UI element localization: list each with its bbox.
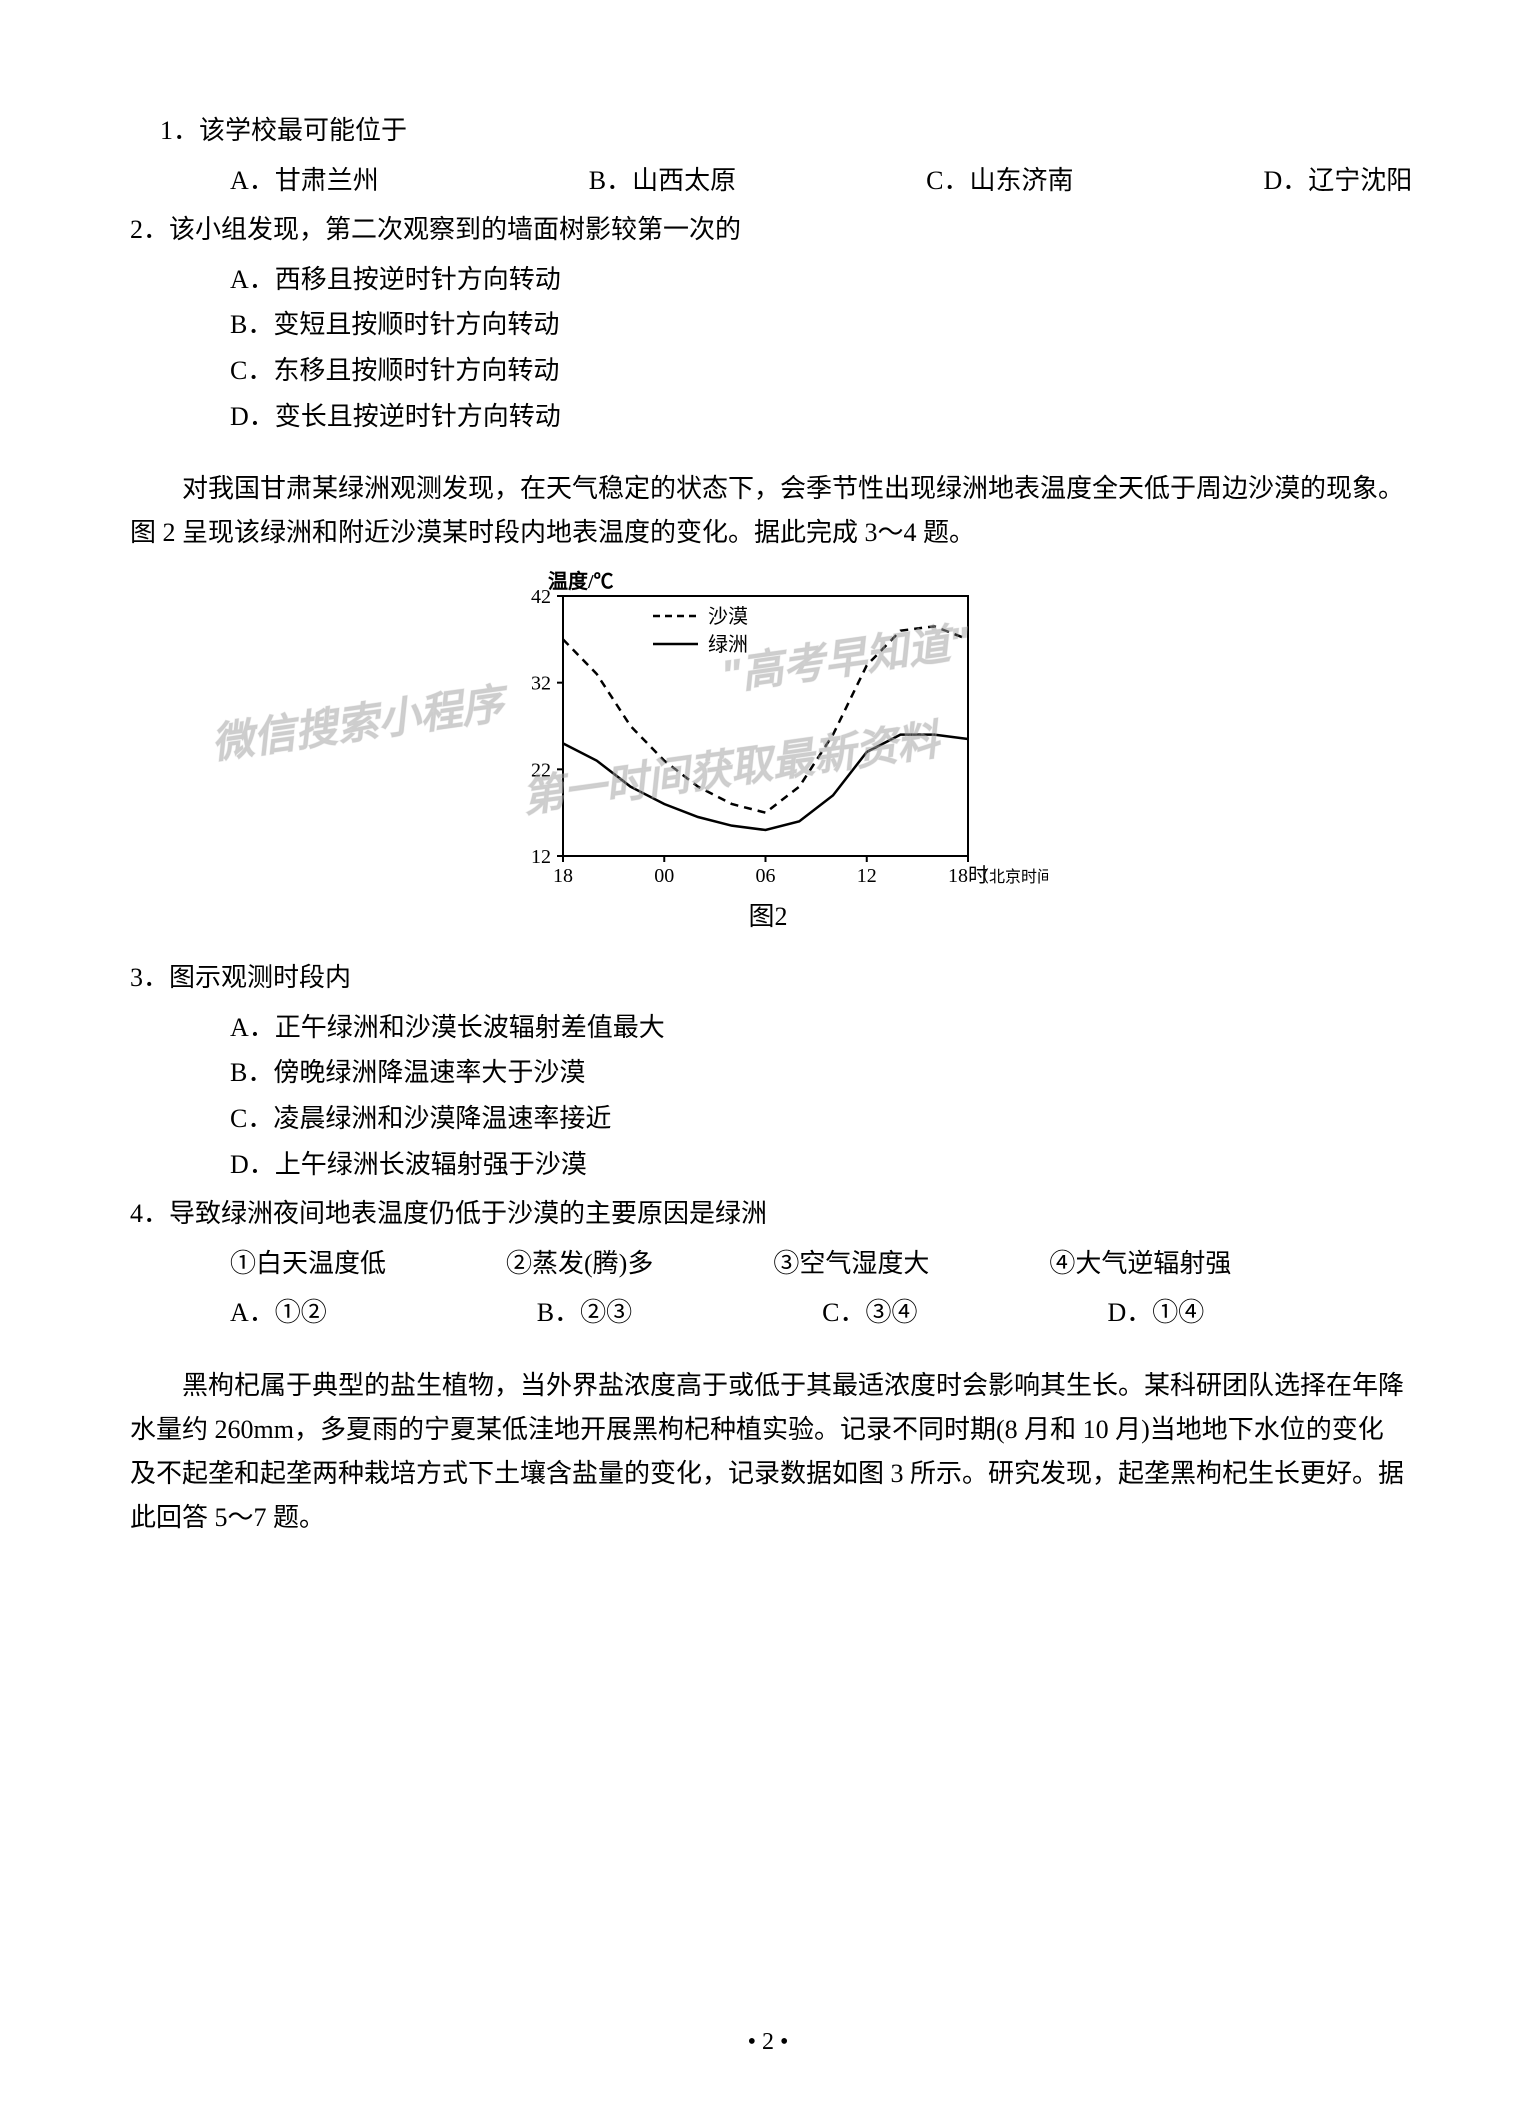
q2-opt-c: C．东移且按顺时针方向转动 [230,350,1406,392]
page-number: • 2 • [0,2029,1536,2056]
q3-options: A．正午绿洲和沙漠长波辐射差值最大 B．傍晚绿洲降温速率大于沙漠 C．凌晨绿洲和… [130,1007,1406,1185]
q2-opt-b: B．变短且按顺时针方向转动 [230,304,1406,346]
svg-text:32: 32 [531,672,551,694]
question-1: 1．该学校最可能位于 A．甘肃兰州 B．山西太原 C．山东济南 D．辽宁沈阳 [130,110,1406,201]
q4-opt-d: D．①④ [1107,1292,1204,1334]
q3-opt-c: C．凌晨绿洲和沙漠降温速率接近 [230,1098,1406,1140]
exam-page: 1．该学校最可能位于 A．甘肃兰州 B．山西太原 C．山东济南 D．辽宁沈阳 2… [0,0,1536,1631]
svg-text:12: 12 [531,846,551,868]
q3-stem: 3．图示观测时段内 [130,957,1406,999]
svg-text:12: 12 [857,865,877,887]
q4-options: A．①② B．②③ C．③④ D．①④ [130,1292,1406,1334]
q3-opt-b: B．傍晚绿洲降温速率大于沙漠 [230,1052,1406,1094]
q3-opt-a: A．正午绿洲和沙漠长波辐射差值最大 [230,1007,1406,1049]
svg-text:00: 00 [654,865,674,887]
svg-text:06: 06 [756,865,776,887]
q4-sub-1: ①白天温度低 [230,1243,386,1285]
q4-sub-4: ④大气逆辐射强 [1049,1243,1231,1285]
q1-opt-b: B．山西太原 [589,160,736,202]
svg-text:温度/℃: 温度/℃ [548,569,614,593]
q4-opt-c: C．③④ [822,1292,917,1334]
q1-opt-a: A．甘肃兰州 [230,160,379,202]
svg-text:（北京时间）: （北京时间） [973,868,1048,886]
q2-stem: 2．该小组发现，第二次观察到的墙面树影较第一次的 [130,209,1406,251]
q2-opt-a: A．西移且按逆时针方向转动 [230,259,1406,301]
q4-stem: 4．导致绿洲夜间地表温度仍低于沙漠的主要原因是绿洲 [130,1193,1406,1235]
q4-sub-3: ③空气湿度大 [773,1243,929,1285]
q2-options: A．西移且按逆时针方向转动 B．变短且按顺时针方向转动 C．东移且按顺时针方向转… [130,259,1406,437]
svg-text:沙漠: 沙漠 [708,605,748,628]
q4-opt-b: B．②③ [537,1292,632,1334]
question-4: 4．导致绿洲夜间地表温度仍低于沙漠的主要原因是绿洲 ①白天温度低 ②蒸发(腾)多… [130,1193,1406,1334]
question-2: 2．该小组发现，第二次观察到的墙面树影较第一次的 A．西移且按逆时针方向转动 B… [130,209,1406,437]
q1-opt-c: C．山东济南 [926,160,1073,202]
passage-2: 黑枸杞属于典型的盐生植物，当外界盐浓度高于或低于其最适浓度时会影响其生长。某科研… [130,1364,1406,1541]
question-3: 3．图示观测时段内 A．正午绿洲和沙漠长波辐射差值最大 B．傍晚绿洲降温速率大于… [130,957,1406,1185]
q4-sub-2: ②蒸发(腾)多 [506,1243,653,1285]
svg-text:18: 18 [553,865,573,887]
q4-opt-a: A．①② [230,1292,327,1334]
q2-opt-d: D．变长且按逆时针方向转动 [230,396,1406,438]
q4-sub-options: ①白天温度低 ②蒸发(腾)多 ③空气湿度大 ④大气逆辐射强 [130,1243,1406,1285]
figure-2-caption: 图2 [130,896,1406,938]
passage-1: 对我国甘肃某绿洲观测发现，在天气稳定的状态下，会季节性出现绿洲地表温度全天低于周… [130,467,1406,555]
q1-stem: 1．该学校最可能位于 [130,110,1406,152]
q3-opt-d: D．上午绿洲长波辐射强于沙漠 [230,1144,1406,1186]
q1-opt-d: D．辽宁沈阳 [1263,160,1412,202]
q1-options: A．甘肃兰州 B．山西太原 C．山东济南 D．辽宁沈阳 [130,160,1406,202]
